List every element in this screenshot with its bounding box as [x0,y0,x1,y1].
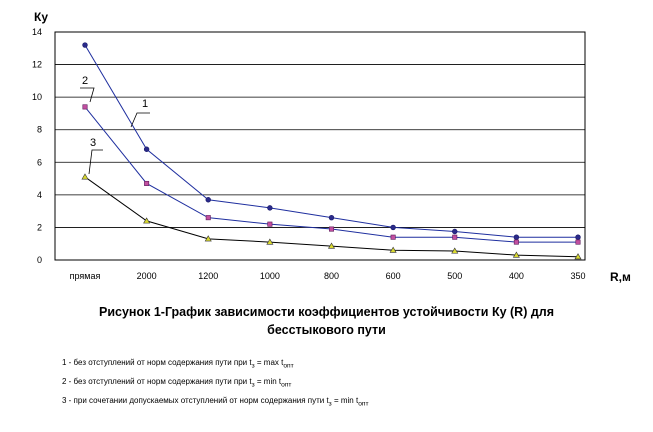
y-tick-label-12: 12 [32,60,42,70]
y-axis-tick-labels: 0 2 4 6 8 10 12 14 [32,27,42,265]
series-1-callout-leader [130,112,150,128]
x-tick-label-3: 1000 [260,271,280,281]
legend-note-2: 2 - без отступлений от норм содержания п… [62,372,369,391]
legend-note-2-sub-opt: опт [281,381,292,389]
legend-note-2-mid: = min t [254,377,282,386]
series-2-point-0 [82,104,88,110]
series-1-point-3 [267,205,273,211]
series-3-point-1 [143,217,151,224]
series-3-point-5 [389,246,397,253]
legend-note-1: 1 - без отступлений от норм содержания п… [62,353,369,372]
series-callouts: 1 2 3 [80,75,150,175]
y-tick-label-2: 2 [37,222,42,232]
series-1-point-1 [143,146,150,152]
series-2-point-6 [452,234,458,240]
series-1-point-6 [452,228,458,235]
data-series [81,42,582,260]
series-1-point-4 [328,214,335,221]
legend-note-3-mid: = min t [331,396,359,405]
series-3-point-4 [327,242,336,249]
y-tick-label-14: 14 [32,27,42,37]
legend-note-2-text: 2 - без отступлений от норм содержания п… [62,377,252,386]
legend-note-3-sub-opt: опт [358,400,369,408]
x-tick-label-8: 350 [570,271,585,281]
legend-note-1-sub-opt: опт [283,362,294,370]
plot-area-border [54,31,586,261]
series-2-line [84,106,578,243]
series-3-point-7 [512,251,520,258]
legend-notes: 1 - без отступлений от норм содержания п… [62,353,369,410]
series-1-line [84,44,578,238]
legend-note-1-mid: = max t [254,358,284,367]
series-3-point-8 [574,253,582,260]
series-1-callout-label: 1 [142,98,148,110]
series-3-point-3 [266,238,274,245]
series-2-point-7 [513,239,519,245]
series-1-point-5 [390,224,396,231]
y-tick-label-8: 8 [37,125,42,135]
legend-note-1-text: 1 - без отступлений от норм содержания п… [62,358,252,367]
series-3-point-2 [204,235,212,242]
x-tick-label-6: 500 [447,271,462,281]
legend-note-3: 3 - при сочетании допускаемых отступлени… [62,391,369,410]
legend-note-2-sub-z: з [251,381,255,389]
series-2-point-4 [328,226,334,232]
legend-note-3-text: 3 - при сочетании допускаемых отступлени… [62,396,329,405]
series-2-point-1 [144,180,150,186]
series-2-point-8 [575,239,581,245]
series-3-callout-label: 3 [90,137,96,149]
legend-note-3-sub-z: з [328,400,332,408]
caption-line-2: бесстыкового пути [267,323,386,337]
y-tick-label-0: 0 [37,255,42,265]
series-1-point-0 [82,42,88,48]
x-tick-label-4: 800 [324,271,339,281]
series-1-point-7 [513,234,520,240]
series-3-point-0 [81,173,89,180]
series-3-point-6 [451,247,459,254]
series-2-point-2 [205,215,211,221]
x-tick-label-5: 600 [386,271,401,281]
series-3-callout-leader [88,149,103,175]
series-2-point-5 [390,234,396,240]
series-1-point-2 [205,197,211,203]
y-axis-title: Ку [34,10,48,24]
x-tick-label-0: прямая [70,271,101,281]
series-2-point-3 [267,221,273,227]
x-tick-label-1: 2000 [137,271,157,281]
series-1-point-8 [575,234,581,240]
caption-line-1: Рисунок 1-График зависимости коэффициент… [98,305,555,319]
x-tick-label-7: 400 [509,271,524,281]
figure-caption: Рисунок 1-График зависимости коэффициент… [0,303,653,339]
series-2-callout-label: 2 [82,75,88,87]
y-tick-label-6: 6 [37,157,42,167]
legend-note-1-sub-z: з [251,362,255,370]
y-tick-label-4: 4 [37,190,42,200]
x-axis-title: R,м [610,270,631,284]
x-tick-label-2: 1200 [198,271,218,281]
y-tick-label-10: 10 [32,92,42,102]
x-axis-tick-labels: прямая 2000 1200 1000 800 600 500 400 350 [70,271,586,281]
series-2-callout-leader [80,87,95,103]
